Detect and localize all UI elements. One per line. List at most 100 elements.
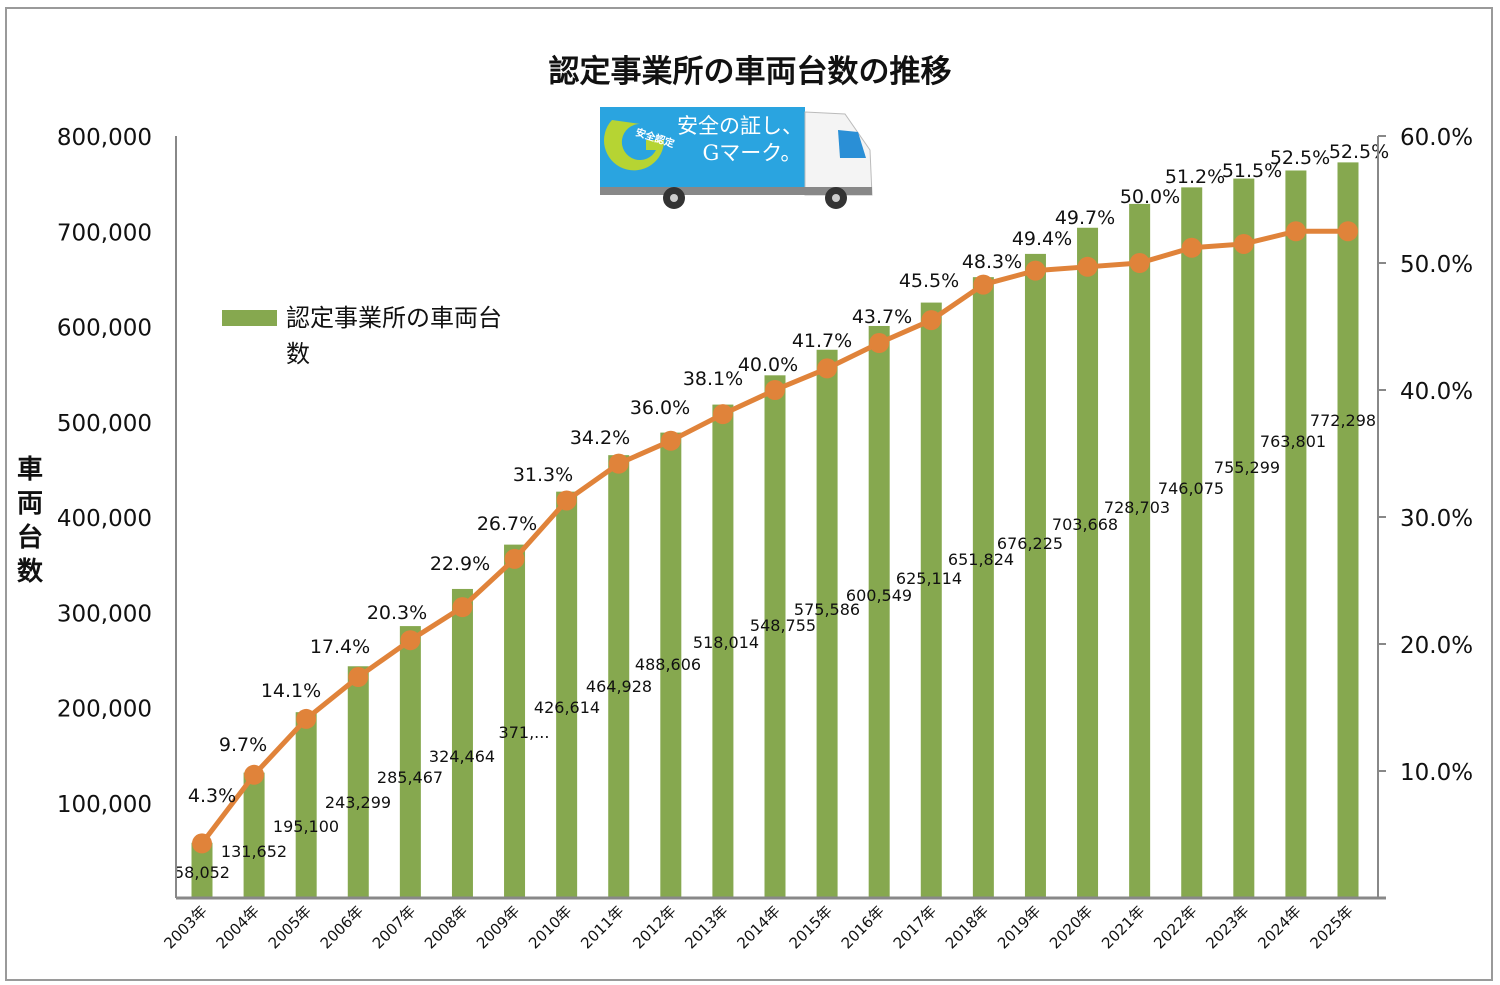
rate-value-label: 14.1% bbox=[261, 680, 321, 702]
bar-value-label: 703,668 bbox=[1052, 515, 1118, 534]
bar-value-label: 763,801 bbox=[1260, 432, 1326, 451]
bar-2023年 bbox=[1233, 178, 1255, 898]
bar-2017年 bbox=[920, 302, 942, 898]
rate-point-2021年 bbox=[1129, 253, 1150, 273]
left-tick-label: 200,000 bbox=[57, 697, 152, 723]
x-tick-label: 2023年 bbox=[1202, 902, 1252, 952]
x-tick-label: 2013年 bbox=[681, 902, 731, 952]
x-tick-label: 2005年 bbox=[265, 902, 315, 952]
rate-point-2019年 bbox=[1025, 260, 1046, 281]
left-tick-label: 700,000 bbox=[57, 220, 152, 246]
bar-value-label: 131,652 bbox=[221, 842, 287, 861]
rate-line: 58,052 131,652 195,100 243,299 285,467 324,46… bbox=[174, 141, 1389, 882]
x-tick-label: 2025年 bbox=[1306, 902, 1356, 952]
bar-2003年 bbox=[191, 842, 213, 898]
rate-value-label: 41.7% bbox=[792, 330, 852, 352]
legend-swatch bbox=[222, 310, 277, 326]
x-tick-label: 2012年 bbox=[629, 902, 679, 952]
bar-2020年 bbox=[1077, 227, 1099, 898]
bar-value-label: 285,467 bbox=[377, 768, 443, 787]
left-tick-label: 100,000 bbox=[57, 792, 152, 818]
bar-value-label: 195,100 bbox=[273, 817, 339, 836]
bar-value-label: 464,928 bbox=[586, 677, 652, 696]
bar-value-label: 676,225 bbox=[997, 534, 1063, 553]
left-tick-label: 600,000 bbox=[57, 316, 152, 342]
rate-value-label: 52.5% bbox=[1329, 141, 1389, 163]
x-tick-label: 2014年 bbox=[733, 902, 783, 952]
rate-point-2018年 bbox=[973, 274, 994, 295]
x-tick-label: 2019年 bbox=[994, 902, 1044, 952]
bar-2019年 bbox=[1024, 253, 1046, 898]
y-axis-title: 車両台数 bbox=[17, 455, 44, 587]
x-tick-label: 2003年 bbox=[160, 902, 210, 952]
logo-line1: 安全の証し、 bbox=[677, 114, 803, 138]
rate-value-label: 22.9% bbox=[430, 553, 490, 575]
bar-value-label: 488,606 bbox=[635, 655, 701, 674]
bar-value-label: 746,075 bbox=[1158, 479, 1224, 498]
x-tick-label: 2017年 bbox=[890, 902, 940, 952]
bar-value-label: 755,299 bbox=[1214, 458, 1280, 477]
left-tick-label: 300,000 bbox=[57, 601, 152, 627]
right-tick-label: 10.0% bbox=[1400, 760, 1473, 786]
legend-label-line2: 数 bbox=[286, 340, 310, 368]
legend: 認定事業所の車両台 数 bbox=[222, 304, 502, 368]
rate-point-2020年 bbox=[1077, 256, 1098, 277]
rate-value-label: 50.0% bbox=[1120, 186, 1180, 208]
rate-point-2013年 bbox=[712, 404, 733, 425]
bar-value-label: 728,703 bbox=[1104, 498, 1170, 517]
x-tick-label: 2009年 bbox=[473, 902, 523, 952]
x-tick-label: 2020年 bbox=[1046, 902, 1096, 952]
rate-point-2005年 bbox=[296, 708, 317, 729]
bar-value-label: 426,614 bbox=[534, 698, 600, 717]
bar-value-label: 518,014 bbox=[693, 633, 759, 652]
bar-2025年 bbox=[1337, 162, 1359, 898]
bar-2015年 bbox=[816, 349, 838, 898]
bar-2024年 bbox=[1285, 170, 1307, 898]
x-tick-label: 2007年 bbox=[369, 902, 419, 952]
x-tick-label: 2006年 bbox=[317, 902, 367, 952]
bar-2010年 bbox=[556, 491, 578, 898]
rate-point-2017年 bbox=[921, 310, 942, 331]
rate-point-2007年 bbox=[400, 630, 421, 651]
bar-2018年 bbox=[972, 277, 994, 898]
bar-value-label: 371,... bbox=[499, 723, 550, 742]
rate-value-label: 51.2% bbox=[1165, 166, 1225, 188]
rate-point-2022年 bbox=[1181, 237, 1202, 258]
rate-value-label: 49.7% bbox=[1055, 207, 1115, 229]
rate-point-2009年 bbox=[504, 548, 525, 569]
bar-2022年 bbox=[1181, 187, 1203, 899]
logo-line2: Gマーク。 bbox=[702, 141, 801, 165]
rate-point-2012年 bbox=[660, 430, 681, 451]
bar-value-label: 548,755 bbox=[750, 616, 816, 635]
bar-2005年 bbox=[295, 712, 317, 898]
gmark-truck-logo: 安全認定 安全の証し、 Gマーク。 bbox=[600, 107, 873, 209]
rate-value-label: 40.0% bbox=[738, 354, 798, 376]
bar-value-label: 243,299 bbox=[325, 793, 391, 812]
rate-point-2015年 bbox=[817, 358, 838, 379]
rate-value-label: 45.5% bbox=[899, 270, 959, 292]
rate-point-2014年 bbox=[765, 380, 785, 400]
rate-point-2008年 bbox=[452, 597, 473, 618]
rate-value-label: 9.7% bbox=[219, 734, 267, 756]
x-tick-label: 2010年 bbox=[525, 902, 575, 952]
rate-value-label: 20.3% bbox=[367, 602, 427, 624]
left-tick-label: 500,000 bbox=[57, 411, 152, 437]
rate-value-label: 36.0% bbox=[630, 397, 690, 419]
rate-value-label: 49.4% bbox=[1012, 228, 1072, 250]
bar-2014年 bbox=[764, 375, 786, 898]
bar-value-label: 58,052 bbox=[174, 863, 230, 882]
legend-label-line1: 認定事業所の車両台 bbox=[286, 304, 502, 332]
rate-value-label: 48.3% bbox=[962, 251, 1022, 273]
rate-point-2016年 bbox=[869, 333, 890, 354]
chart-title: 認定事業所の車両台数の推移 bbox=[549, 54, 952, 90]
bar-2016年 bbox=[868, 325, 890, 899]
x-tick-label: 2004年 bbox=[213, 902, 263, 952]
right-tick-label: 40.0% bbox=[1400, 379, 1473, 405]
y-axis-title-char: 車 bbox=[17, 455, 43, 485]
bar-2004年 bbox=[243, 772, 265, 898]
bar-2013年 bbox=[712, 404, 734, 898]
bar-value-label: 575,586 bbox=[794, 600, 860, 619]
rate-point-2025年 bbox=[1338, 221, 1358, 242]
rate-value-label: 51.5% bbox=[1222, 160, 1282, 182]
